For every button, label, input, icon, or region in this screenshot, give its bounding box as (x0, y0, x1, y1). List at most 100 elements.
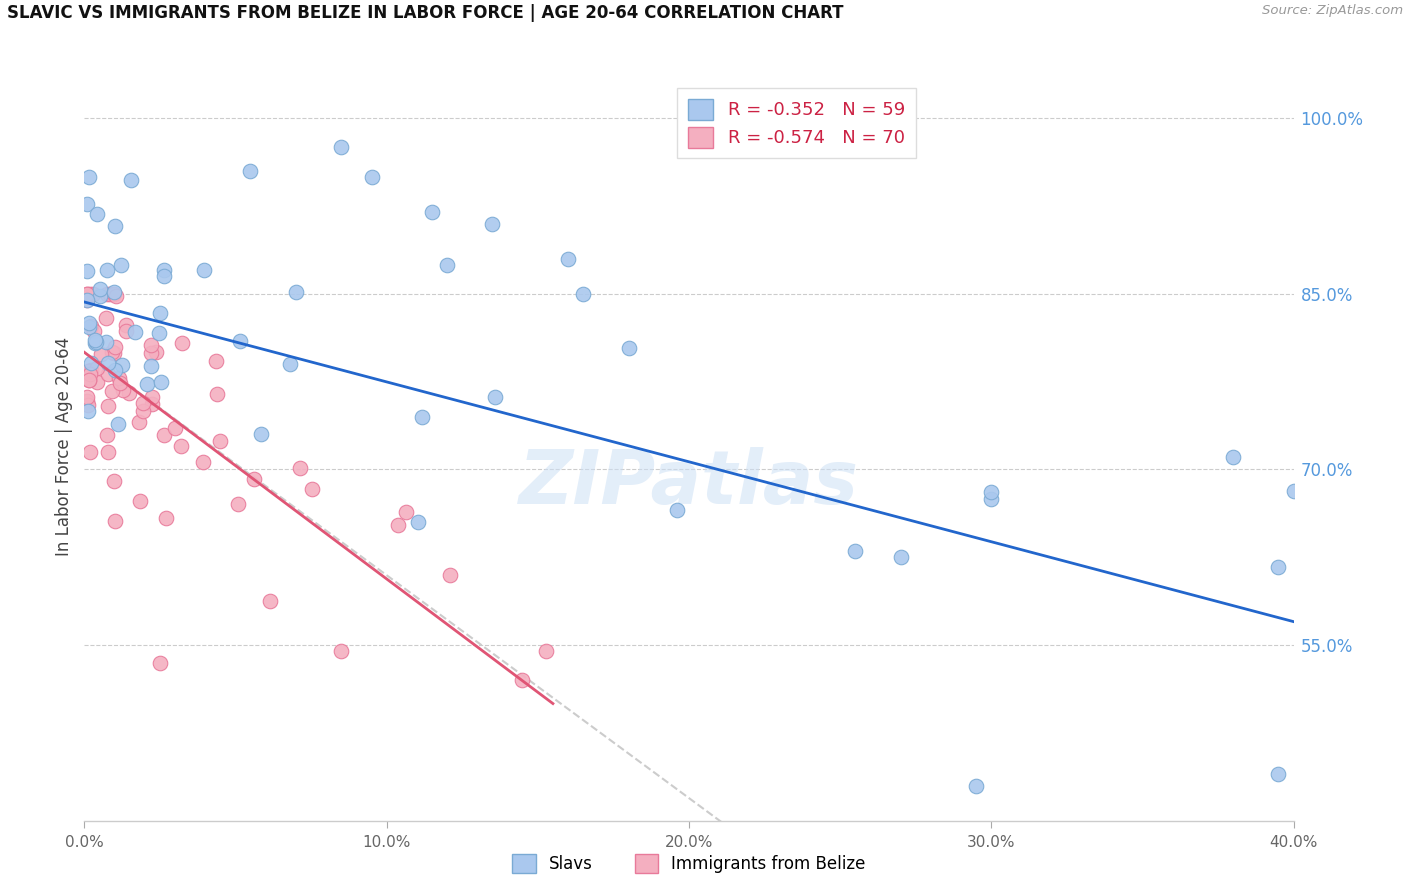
Point (285, 285, 308, 300)
Point (155, 511, 177, 525)
Point (536, 644, 558, 658)
Point (141, 390, 163, 404)
Point (82, 286, 104, 301)
Point (90, 347, 112, 361)
Point (191, 455, 214, 469)
Point (114, 318, 136, 333)
Point (965, 779, 987, 793)
Point (666, 503, 689, 517)
Text: Source: ZipAtlas.com: Source: ZipAtlas.com (1263, 4, 1403, 18)
Point (153, 268, 176, 283)
Point (84, 335, 107, 350)
Point (132, 396, 155, 410)
Point (76, 293, 98, 307)
Point (572, 286, 595, 301)
Point (205, 387, 228, 401)
Point (103, 340, 125, 354)
Point (510, 673, 533, 687)
Point (77, 398, 100, 412)
Point (104, 514, 127, 528)
Point (76, 390, 98, 404)
Point (94, 311, 117, 326)
Point (226, 497, 249, 511)
Point (110, 376, 132, 390)
Point (135, 377, 157, 392)
Point (141, 346, 163, 360)
Point (97, 445, 120, 459)
Point (84, 334, 107, 348)
Point (76, 286, 98, 301)
Point (80, 363, 103, 377)
Point (1222, 450, 1244, 464)
Point (76, 197, 98, 211)
Point (120, 173, 142, 187)
Point (204, 353, 226, 368)
Point (406, 515, 429, 529)
Point (141, 397, 163, 411)
Point (105, 289, 128, 303)
Point (76, 394, 98, 409)
Point (290, 460, 312, 475)
Point (103, 474, 125, 488)
Point (209, 434, 232, 448)
Point (170, 439, 193, 453)
Point (97, 367, 120, 381)
Point (1267, 560, 1289, 574)
Point (145, 345, 167, 359)
Point (79, 444, 101, 458)
Point (80, 319, 103, 334)
Point (152, 263, 174, 277)
Point (481, 217, 503, 231)
Point (239, 163, 262, 178)
Point (395, 505, 418, 519)
Point (96, 428, 118, 442)
Point (108, 371, 131, 385)
Point (77, 320, 100, 334)
Point (436, 258, 458, 272)
Y-axis label: In Labor Force | Age 20-64: In Labor Force | Age 20-64 (55, 336, 73, 556)
Point (77, 404, 100, 418)
Point (132, 404, 155, 418)
Point (114, 324, 136, 338)
Point (411, 409, 433, 424)
Point (439, 568, 461, 582)
Point (259, 594, 281, 608)
Point (111, 358, 134, 372)
Point (86, 207, 108, 221)
Point (104, 219, 127, 233)
Point (139, 359, 162, 373)
Point (104, 363, 127, 377)
Point (110, 259, 132, 273)
Point (484, 390, 506, 404)
Point (89, 289, 111, 303)
Point (83, 324, 105, 338)
Point (844, 544, 866, 558)
Point (980, 484, 1002, 499)
Point (79, 286, 101, 301)
Point (111, 383, 134, 397)
Point (129, 494, 152, 508)
Point (163, 420, 186, 434)
Point (107, 417, 129, 432)
Point (103, 285, 125, 299)
Point (77, 373, 100, 387)
Point (101, 345, 124, 359)
Point (153, 427, 176, 442)
Point (250, 427, 273, 442)
Point (360, 169, 382, 184)
Point (76, 263, 98, 277)
Point (98, 286, 121, 301)
Point (149, 656, 172, 670)
Point (76, 286, 98, 301)
Point (103, 346, 125, 360)
Point (387, 518, 409, 533)
Point (278, 357, 301, 371)
Legend: Slavs, Immigrants from Belize: Slavs, Immigrants from Belize (506, 847, 872, 880)
Point (141, 338, 163, 352)
Point (89, 282, 111, 296)
Point (79, 368, 101, 382)
Point (617, 342, 640, 356)
Point (97, 400, 120, 414)
Point (86, 375, 108, 389)
Point (94, 335, 117, 350)
